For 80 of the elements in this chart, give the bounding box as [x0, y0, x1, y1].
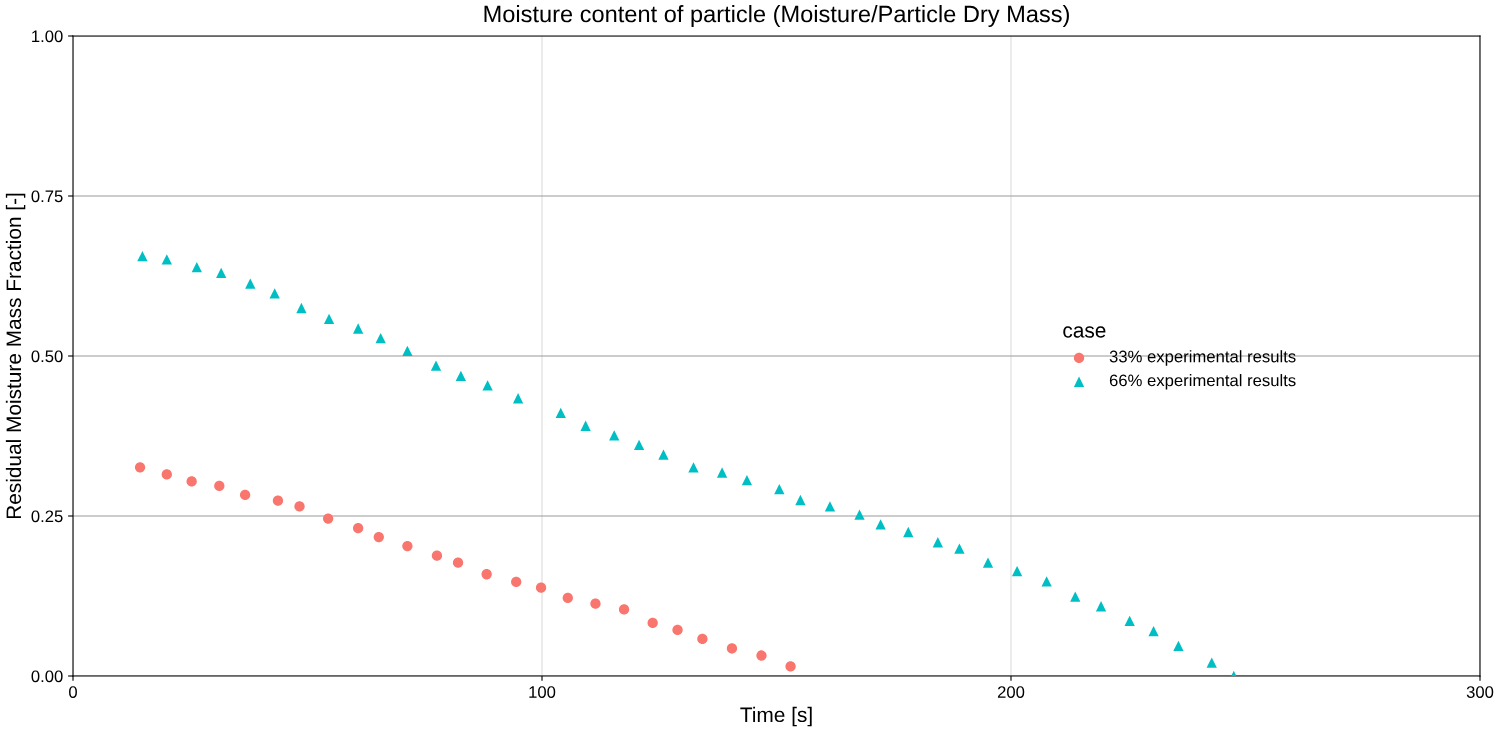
- point: [353, 323, 364, 334]
- point: [455, 370, 467, 381]
- point: [618, 604, 630, 615]
- point: [402, 540, 413, 552]
- x-tick-label: 100: [529, 686, 556, 698]
- point: [1173, 640, 1184, 652]
- point: [1070, 591, 1081, 602]
- point: [785, 661, 796, 672]
- point: [161, 254, 172, 265]
- point: [932, 537, 943, 548]
- point: [1041, 576, 1052, 587]
- point: [452, 557, 464, 568]
- point: [137, 251, 148, 262]
- y-tick-label: 0.75: [31, 190, 63, 203]
- point: [854, 509, 865, 520]
- y-axis-title: Residual Moisture Mass Fraction [-]: [5, 193, 26, 519]
- point: [511, 576, 522, 588]
- point: [186, 476, 197, 487]
- point: [535, 582, 547, 593]
- point: [161, 469, 172, 480]
- point: [512, 393, 524, 404]
- point: [562, 592, 573, 604]
- legend-label: 33% experimental results: [1109, 350, 1296, 366]
- point: [555, 407, 566, 419]
- point: [697, 633, 708, 645]
- point: [875, 519, 886, 530]
- x-tick-label: 300: [1466, 686, 1494, 698]
- point: [375, 332, 386, 344]
- point: [353, 523, 364, 534]
- point: [482, 380, 493, 391]
- y-tick-label: 0.00: [31, 670, 63, 683]
- point: [1095, 601, 1107, 612]
- point: [795, 494, 806, 506]
- point: [216, 267, 227, 278]
- legend-title: case: [1063, 326, 1106, 338]
- point: [590, 598, 601, 609]
- point: [481, 569, 492, 580]
- y-tick-label: 0.50: [31, 350, 63, 363]
- point: [294, 501, 305, 512]
- point: [322, 513, 334, 524]
- point: [1011, 565, 1023, 577]
- point: [269, 288, 280, 299]
- y-tick-label: 0.25: [31, 510, 63, 523]
- point: [1148, 626, 1159, 637]
- chart-title: Moisture content of particle (Moisture/Particle Dry Mass): [484, 5, 1069, 28]
- x-tick-label: 0: [69, 686, 77, 698]
- x-axis-title: Time [s]: [740, 706, 812, 727]
- point: [296, 302, 307, 314]
- point: [214, 480, 225, 492]
- y-tick-label: 1.00: [32, 30, 63, 43]
- point: [647, 617, 658, 629]
- point: [903, 526, 914, 538]
- point: [430, 360, 442, 371]
- point: [774, 483, 785, 495]
- point: [1206, 657, 1217, 668]
- point: [323, 313, 335, 325]
- point: [431, 550, 443, 561]
- point: [1124, 615, 1135, 627]
- point: [756, 650, 767, 661]
- point: [726, 643, 738, 654]
- point: [609, 430, 620, 441]
- point: [134, 462, 146, 473]
- point: [982, 557, 994, 568]
- point: [402, 345, 413, 357]
- point: [716, 467, 728, 478]
- point: [272, 495, 284, 506]
- point: [672, 624, 683, 636]
- point: [658, 449, 669, 460]
- legend-label: 66% experimental results: [1109, 374, 1296, 390]
- point: [580, 420, 591, 431]
- x-tick-label: 200: [997, 686, 1025, 698]
- point: [954, 543, 965, 554]
- point: [741, 475, 753, 486]
- point: [239, 489, 251, 501]
- point: [633, 439, 645, 451]
- point: [688, 462, 699, 473]
- point: [824, 501, 836, 512]
- point: [245, 278, 256, 289]
- point: [191, 261, 202, 273]
- point: [373, 531, 384, 543]
